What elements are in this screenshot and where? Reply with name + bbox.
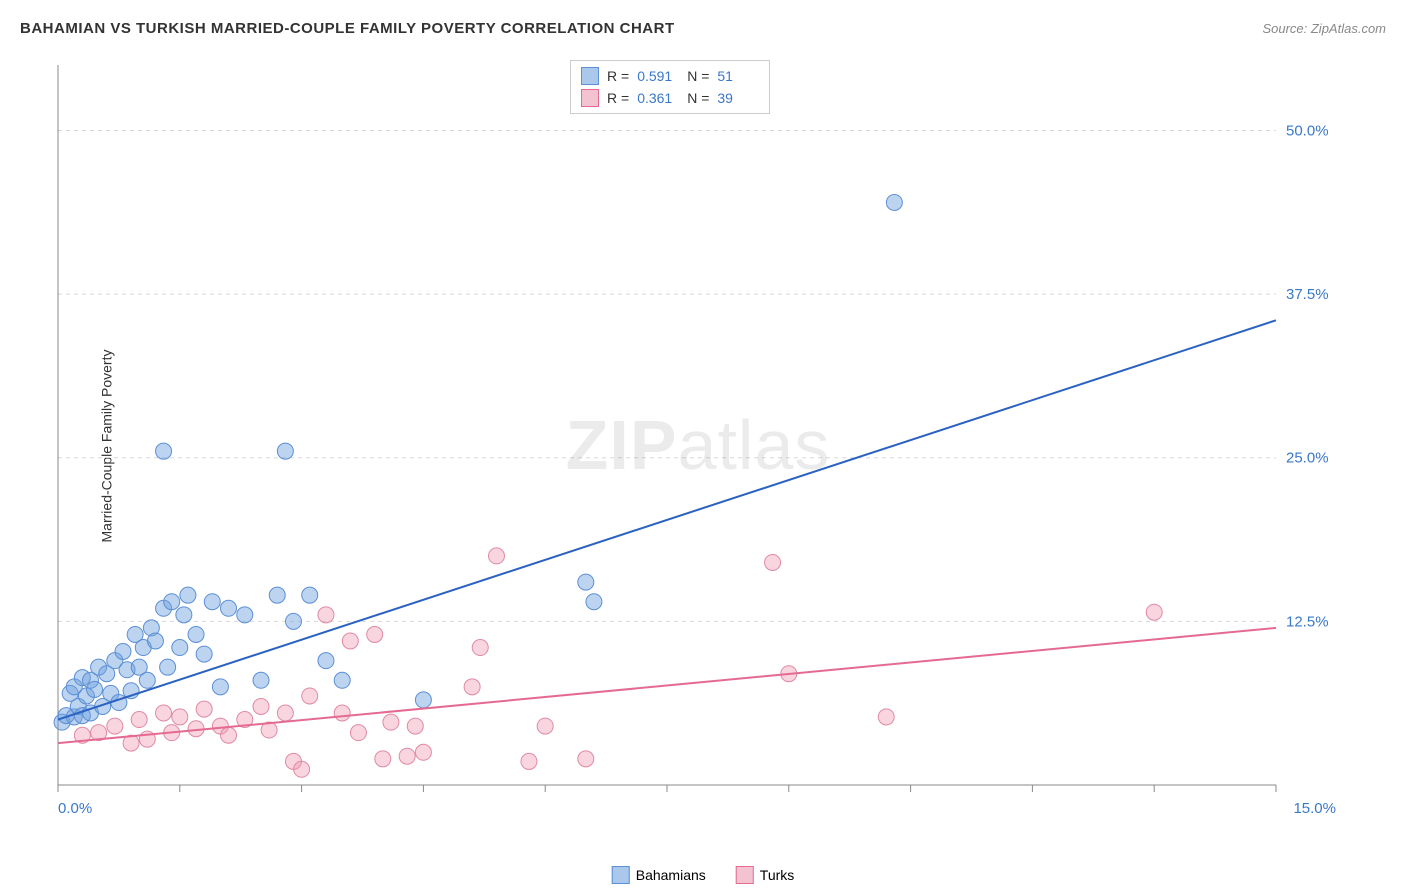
chart-title: BAHAMIAN VS TURKISH MARRIED-COUPLE FAMIL… — [20, 20, 675, 37]
stats-row: R = 0.361 N = 39 — [581, 87, 759, 109]
legend-label: Turks — [760, 867, 794, 883]
svg-text:25.0%: 25.0% — [1286, 450, 1329, 467]
legend-item: Bahamians — [612, 866, 706, 884]
chart-source: Source: ZipAtlas.com — [1262, 21, 1386, 36]
svg-text:37.5%: 37.5% — [1286, 286, 1329, 303]
stats-legend-box: R = 0.591 N = 51 R = 0.361 N = 39 — [570, 60, 770, 114]
stats-row: R = 0.591 N = 51 — [581, 65, 759, 87]
swatch-icon — [612, 866, 630, 884]
legend-label: Bahamians — [636, 867, 706, 883]
legend-item: Turks — [736, 866, 794, 884]
chart-header: BAHAMIAN VS TURKISH MARRIED-COUPLE FAMIL… — [20, 20, 1386, 37]
svg-text:0.0%: 0.0% — [58, 800, 92, 817]
r-value: 0.591 — [637, 68, 679, 84]
bottom-legend: Bahamians Turks — [612, 866, 795, 884]
swatch-icon — [581, 67, 599, 85]
n-value: 51 — [717, 68, 759, 84]
r-value: 0.361 — [637, 90, 679, 106]
r-label: R = — [607, 68, 629, 84]
n-label: N = — [687, 68, 709, 84]
chart-area: 12.5%25.0%37.5%50.0%0.0%15.0% ZIPatlas — [50, 55, 1346, 835]
n-label: N = — [687, 90, 709, 106]
scatter-plot: 12.5% 25.0% 37.5% 50.0% 0.0% 15.0% — [50, 55, 1346, 835]
n-value: 39 — [717, 90, 759, 106]
svg-text:15.0%: 15.0% — [1293, 800, 1336, 817]
svg-text:50.0%: 50.0% — [1286, 122, 1329, 139]
swatch-icon — [736, 866, 754, 884]
svg-text:12.5%: 12.5% — [1286, 613, 1329, 630]
swatch-icon — [581, 89, 599, 107]
r-label: R = — [607, 90, 629, 106]
